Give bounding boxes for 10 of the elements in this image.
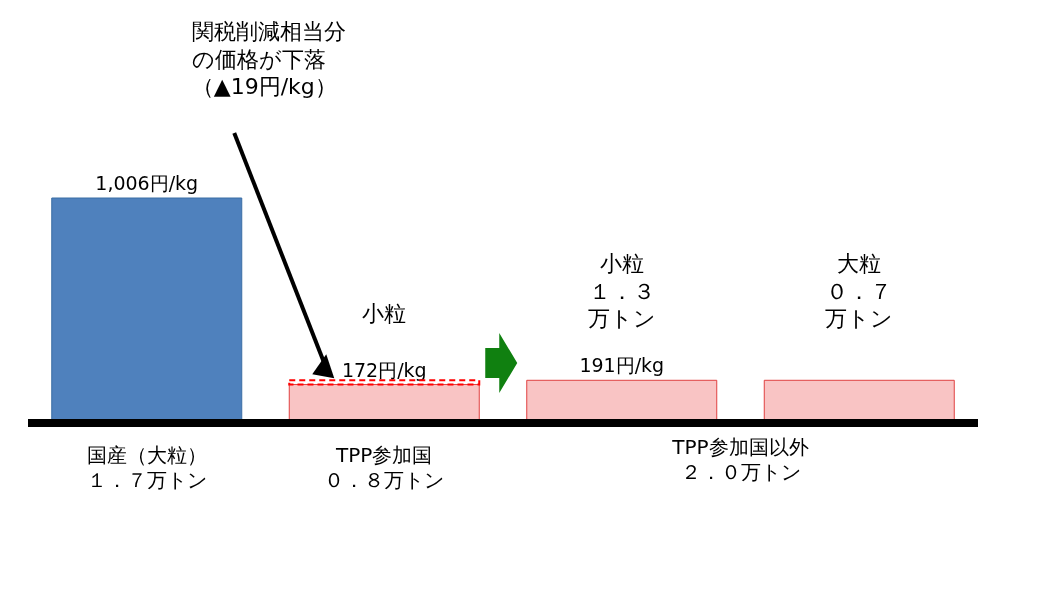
annotation: 小粒	[361, 300, 408, 328]
text: 関税削減相当分の価格が下落（▲19円/kg）	[191, 18, 347, 101]
x-tick-label: TPP参加国０．８万トン	[323, 443, 446, 493]
annotation: 大粒０．７万トン	[824, 250, 895, 333]
data-label: 172円/kg	[341, 358, 427, 381]
data-label: 1,006円/kg	[95, 172, 199, 194]
text: TPP参加国以外２．０万トン	[671, 435, 810, 485]
x-tick-label: 国産（大粒）１．７万トン	[85, 443, 208, 493]
annotation: 小粒１．３万トン	[586, 250, 657, 333]
data-label: 191円/kg	[579, 354, 665, 377]
